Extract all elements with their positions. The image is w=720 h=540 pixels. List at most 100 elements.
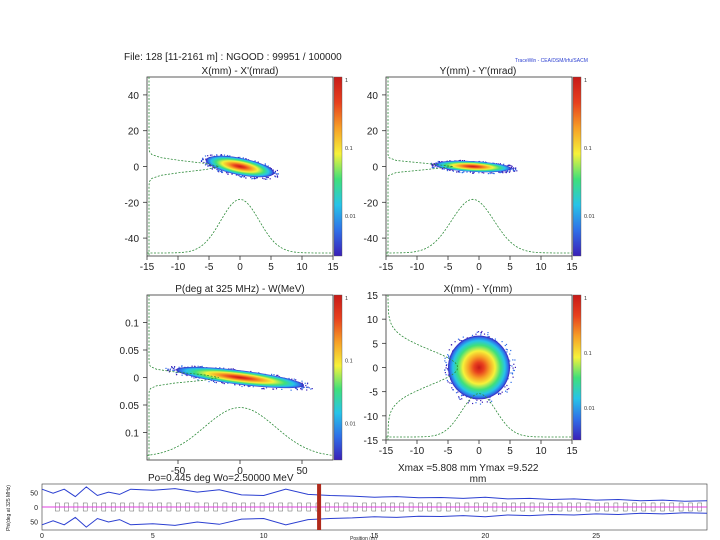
halo-particle bbox=[207, 163, 209, 165]
halo-particle bbox=[434, 165, 436, 167]
x-tick-label: -10 bbox=[410, 446, 425, 457]
halo-particle bbox=[174, 366, 176, 368]
halo-particle bbox=[255, 177, 258, 179]
halo-particle bbox=[478, 160, 480, 163]
halo-particle bbox=[267, 176, 269, 179]
y-tick-label: 10 bbox=[367, 315, 379, 326]
halo-particle bbox=[514, 170, 516, 172]
halo-particle bbox=[462, 171, 464, 173]
halo-particle bbox=[241, 175, 243, 178]
halo-particle bbox=[472, 172, 474, 174]
halo-particle bbox=[512, 168, 514, 170]
halo-particle bbox=[432, 163, 434, 165]
colorbar bbox=[333, 294, 343, 461]
halo-particle bbox=[232, 368, 234, 370]
halo-particle bbox=[447, 168, 449, 171]
colorbar bbox=[333, 76, 343, 257]
halo-particle bbox=[215, 382, 217, 384]
y-tick-label: -40 bbox=[364, 234, 379, 245]
y-tick-label: 0 bbox=[372, 163, 378, 174]
halo-particle bbox=[264, 164, 266, 166]
halo-particle bbox=[489, 172, 491, 175]
halo-particle bbox=[223, 154, 226, 156]
halo-particle bbox=[242, 175, 244, 177]
halo-particle bbox=[505, 390, 507, 392]
halo-particle bbox=[253, 178, 255, 180]
halo-particle bbox=[221, 381, 223, 384]
xx-phase-space-plot: -15 -10 -5 0 5 10 15 40 20 0 -20 -40 1 0.1 0.01 bbox=[125, 76, 356, 273]
halo-particle bbox=[266, 178, 268, 180]
halo-particle bbox=[452, 169, 454, 172]
halo-particle bbox=[205, 161, 207, 163]
halo-particle bbox=[457, 391, 459, 393]
halo-particle bbox=[509, 353, 511, 355]
halo-particle bbox=[272, 388, 274, 390]
halo-particle bbox=[229, 155, 231, 157]
envelope-y-tick-label: 0 bbox=[34, 505, 38, 512]
halo-particle bbox=[243, 176, 245, 178]
halo-particle bbox=[498, 393, 500, 395]
halo-particle bbox=[212, 166, 214, 168]
halo-particle bbox=[217, 169, 219, 171]
halo-particle bbox=[454, 160, 456, 162]
y-tick-label: -20 bbox=[364, 198, 379, 209]
halo-particle bbox=[512, 168, 514, 170]
x-tick-label: 50 bbox=[296, 466, 308, 477]
halo-particle bbox=[239, 156, 241, 158]
halo-particle bbox=[513, 369, 515, 372]
halo-particle bbox=[501, 391, 503, 393]
envelope-x-tick-label: 25 bbox=[592, 533, 600, 540]
colorbar bbox=[572, 294, 582, 441]
tracewin-brand-label: TraceWin - CEA/DSM/Irfu/SACM bbox=[515, 58, 588, 64]
halo-particle bbox=[500, 393, 502, 395]
halo-particle bbox=[483, 333, 486, 335]
halo-particle bbox=[204, 164, 207, 166]
halo-particle bbox=[204, 155, 207, 157]
halo-particle bbox=[475, 402, 477, 404]
halo-particle bbox=[181, 374, 183, 376]
halo-particle bbox=[227, 154, 229, 157]
halo-particle bbox=[221, 170, 223, 173]
halo-particle bbox=[305, 384, 307, 387]
halo-particle bbox=[480, 400, 482, 402]
halo-particle bbox=[452, 389, 454, 391]
halo-particle bbox=[472, 402, 474, 405]
halo-particle bbox=[505, 348, 507, 350]
halo-particle bbox=[207, 155, 209, 157]
halo-particle bbox=[307, 382, 309, 384]
y-tick-label: -40 bbox=[125, 234, 140, 245]
halo-particle bbox=[501, 171, 503, 173]
halo-particle bbox=[497, 392, 499, 394]
halo-particle bbox=[263, 178, 265, 180]
halo-particle bbox=[465, 396, 468, 398]
upper-envelope-line bbox=[41, 486, 708, 502]
halo-particle bbox=[185, 374, 187, 376]
halo-particle bbox=[508, 171, 511, 173]
y-tick-label: 0.05 bbox=[120, 346, 140, 357]
halo-particle bbox=[473, 171, 475, 173]
halo-particle bbox=[191, 376, 193, 378]
halo-particle bbox=[245, 158, 247, 160]
halo-particle bbox=[452, 170, 454, 172]
x-tick-label: 0 bbox=[237, 466, 243, 477]
halo-particle bbox=[223, 383, 225, 385]
halo-particle bbox=[276, 374, 278, 376]
halo-particle bbox=[231, 173, 233, 175]
halo-particle bbox=[252, 177, 254, 179]
halo-particle bbox=[216, 154, 218, 156]
halo-particle bbox=[469, 171, 471, 173]
halo-particle bbox=[455, 392, 458, 394]
halo-particle bbox=[461, 394, 463, 396]
halo-particle bbox=[487, 334, 489, 336]
halo-particle bbox=[504, 386, 506, 388]
halo-particle bbox=[301, 386, 304, 388]
halo-particle bbox=[267, 165, 269, 167]
colorbar-tick-label: 0.1 bbox=[584, 146, 592, 152]
x-tick-label: 15 bbox=[566, 262, 578, 273]
halo-particle bbox=[438, 161, 441, 163]
halo-particle bbox=[505, 171, 507, 173]
x-tick-label: 5 bbox=[507, 446, 513, 457]
halo-particle bbox=[515, 168, 517, 171]
colorbar-tick-label: 1 bbox=[345, 78, 348, 84]
